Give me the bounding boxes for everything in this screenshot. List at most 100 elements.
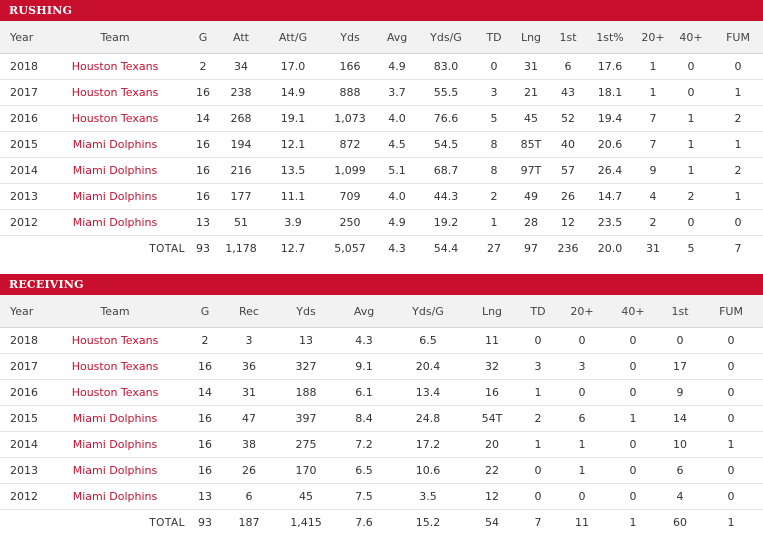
rushing-cell: 2015 xyxy=(10,138,38,151)
team-link[interactable]: Houston Texans xyxy=(71,112,159,125)
receiving-col-header: 1st xyxy=(671,305,689,318)
receiving-cell: 2018 xyxy=(10,334,38,347)
receiving-table-row: 2014 Miami Dolphins 16 38 275 7.2 17.2 20 1 1 0 10 1 xyxy=(0,432,763,458)
rushing-col-header: 20+ xyxy=(641,31,665,44)
receiving-cell: 7.2 xyxy=(355,438,373,451)
team-link[interactable]: Miami Dolphins xyxy=(72,190,158,203)
team-link[interactable]: Houston Texans xyxy=(71,86,159,99)
team-link[interactable]: Houston Texans xyxy=(71,334,159,347)
rushing-col-header: Year xyxy=(10,31,34,44)
receiving-cell: 16 xyxy=(485,386,499,399)
rushing-cell: 216 xyxy=(230,164,252,177)
rushing-total-cell: 1,178 xyxy=(225,242,257,255)
rushing-col-header: Yds xyxy=(340,31,360,44)
rushing-col-header: FUM xyxy=(726,31,750,44)
rushing-cell: 166 xyxy=(339,60,361,73)
receiving-cell: 16 xyxy=(198,412,212,425)
rushing-cell: 83.0 xyxy=(433,60,459,73)
receiving-cell: 0 xyxy=(727,464,735,477)
rushing-cell: 0 xyxy=(734,60,742,73)
rushing-cell: 16 xyxy=(196,86,210,99)
receiving-col-header: Yds/G xyxy=(412,305,444,318)
receiving-cell: 6.5 xyxy=(419,334,437,347)
receiving-cell: 14 xyxy=(673,412,687,425)
rushing-cell: 12 xyxy=(561,216,575,229)
receiving-cell: 16 xyxy=(198,438,212,451)
receiving-cell: 13 xyxy=(299,334,313,347)
rushing-cell: 3.9 xyxy=(284,216,302,229)
rushing-table-row: 2017 Houston Texans 16 238 14.9 888 3.7 55.5 3 21… xyxy=(0,80,763,106)
rushing-cell: 1 xyxy=(734,190,742,203)
receiving-cell: 6 xyxy=(245,490,253,503)
receiving-cell: 275 xyxy=(295,438,317,451)
receiving-cell: 12 xyxy=(485,490,499,503)
receiving-cell: 0 xyxy=(578,386,586,399)
receiving-col-header: Team xyxy=(100,305,130,318)
rushing-cell: 709 xyxy=(339,190,361,203)
rushing-cell: 1 xyxy=(687,164,695,177)
receiving-cell: 0 xyxy=(578,334,586,347)
rushing-cell: 2 xyxy=(649,216,657,229)
receiving-table-row: 2015 Miami Dolphins 16 47 397 8.4 24.8 54T 2 6 1 14… xyxy=(0,406,763,432)
team-link[interactable]: Miami Dolphins xyxy=(72,164,158,177)
rushing-col-header: Att xyxy=(233,31,249,44)
receiving-cell: 32 xyxy=(485,360,499,373)
receiving-cell: 0 xyxy=(629,360,637,373)
team-link[interactable]: Miami Dolphins xyxy=(72,138,158,151)
receiving-cell: 22 xyxy=(485,464,499,477)
rushing-cell: 268 xyxy=(230,112,252,125)
rushing-cell: 49 xyxy=(524,190,538,203)
team-link[interactable]: Houston Texans xyxy=(71,386,159,399)
receiving-title: RECEIVING xyxy=(0,274,763,295)
rushing-cell: 51 xyxy=(234,216,248,229)
receiving-cell: 1 xyxy=(578,464,586,477)
rushing-cell: 4.9 xyxy=(388,60,406,73)
rushing-cell: 177 xyxy=(230,190,252,203)
receiving-cell: 2 xyxy=(201,334,209,347)
receiving-cell: 1 xyxy=(534,438,542,451)
rushing-rows: 2018 Houston Texans 2 34 17.0 166 4.9 83.0 0 31 6 1… xyxy=(0,54,763,262)
receiving-cell: 36 xyxy=(242,360,256,373)
receiving-cell: 0 xyxy=(534,490,542,503)
receiving-cell: 2 xyxy=(534,412,542,425)
team-link[interactable]: Miami Dolphins xyxy=(72,216,158,229)
receiving-cell: 0 xyxy=(534,464,542,477)
receiving-table-row: 2012 Miami Dolphins 13 6 45 7.5 3.5 12 0 0 0 4 0 xyxy=(0,484,763,510)
team-link[interactable]: Houston Texans xyxy=(71,360,159,373)
team-link[interactable]: Houston Texans xyxy=(71,60,159,73)
team-link[interactable]: Miami Dolphins xyxy=(72,464,158,477)
rushing-cell: 2 xyxy=(734,112,742,125)
receiving-cell: 16 xyxy=(198,464,212,477)
rushing-cell: 0 xyxy=(734,216,742,229)
rushing-cell: 1 xyxy=(649,60,657,73)
receiving-cell: 0 xyxy=(629,438,637,451)
rushing-cell: 13 xyxy=(196,216,210,229)
receiving-cell: 20 xyxy=(485,438,499,451)
rushing-cell: 54.5 xyxy=(433,138,459,151)
receiving-cell: 0 xyxy=(629,464,637,477)
receiving-cell: 9 xyxy=(676,386,684,399)
total-label: TOTAL xyxy=(149,517,185,529)
rushing-cell: 21 xyxy=(524,86,538,99)
receiving-col-header: 20+ xyxy=(570,305,594,318)
rushing-total-cell: 27 xyxy=(487,242,501,255)
receiving-cell: 26 xyxy=(242,464,256,477)
receiving-cell: 9.1 xyxy=(355,360,373,373)
receiving-total-cell: 7 xyxy=(534,516,542,529)
receiving-col-header: TD xyxy=(530,305,546,318)
team-link[interactable]: Miami Dolphins xyxy=(72,412,158,425)
team-link[interactable]: Miami Dolphins xyxy=(72,490,158,503)
rushing-cell: 3 xyxy=(490,86,498,99)
receiving-cell: 24.8 xyxy=(415,412,441,425)
rushing-cell: 14.9 xyxy=(280,86,306,99)
team-link[interactable]: Miami Dolphins xyxy=(72,438,158,451)
receiving-total-cell: 93 xyxy=(198,516,212,529)
rushing-cell: 4 xyxy=(649,190,657,203)
receiving-cell: 2014 xyxy=(10,438,38,451)
rushing-col-header: Lng xyxy=(520,31,542,44)
receiving-cell: 17 xyxy=(673,360,687,373)
rushing-total-cell: 54.4 xyxy=(433,242,459,255)
rushing-cell: 1,073 xyxy=(334,112,366,125)
receiving-col-header: G xyxy=(200,305,210,318)
rushing-cell: 2014 xyxy=(10,164,38,177)
